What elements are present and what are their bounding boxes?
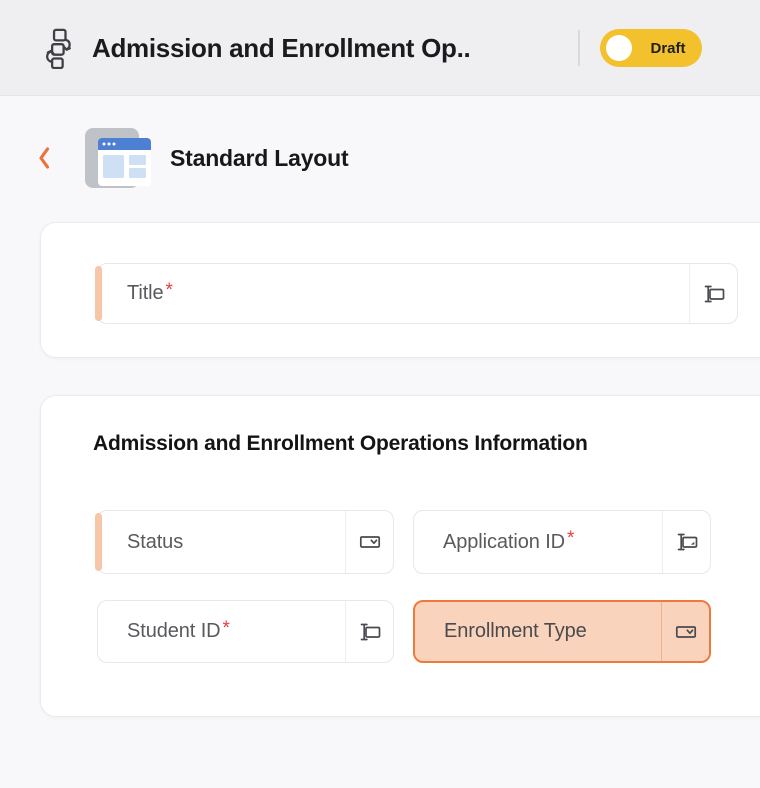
app-header: Admission and Enrollment Op.. Draft: [0, 0, 760, 96]
text-with-badge-icon: [675, 530, 699, 554]
section-heading: Admission and Enrollment Operations Info…: [93, 432, 588, 455]
toggle-knob-icon: [606, 35, 632, 61]
layout-title: Standard Layout: [170, 144, 349, 171]
field-label: Student ID *: [127, 617, 230, 643]
dropdown-icon: [674, 620, 698, 644]
workflow-icon: [34, 27, 76, 69]
draft-status-toggle[interactable]: Draft: [600, 29, 702, 67]
draft-toggle-label: Draft: [650, 39, 686, 57]
back-chevron-icon: [34, 144, 54, 172]
field-accent-bar: [95, 513, 102, 571]
field-status[interactable]: Status: [95, 510, 394, 574]
field-label: Title *: [127, 279, 173, 305]
field-type-iconbox: [662, 511, 710, 573]
dropdown-icon: [358, 530, 382, 554]
field-type-iconbox: [345, 511, 393, 573]
field-student-id[interactable]: Student ID *: [97, 600, 394, 663]
field-type-iconbox: [661, 602, 709, 661]
field-application-id[interactable]: Application ID *: [413, 510, 711, 574]
header-divider: [578, 30, 580, 66]
field-enrollment-type[interactable]: Enrollment Type: [413, 600, 711, 663]
required-asterisk: *: [222, 617, 230, 639]
section-card: Admission and Enrollment Operations Info…: [40, 395, 760, 717]
field-type-iconbox: [345, 601, 393, 662]
field-label: Status: [127, 530, 184, 553]
field-title[interactable]: Title *: [95, 263, 738, 324]
field-accent-bar: [95, 266, 102, 321]
field-type-iconbox: [689, 264, 737, 323]
required-asterisk: *: [567, 528, 575, 549]
single-line-text-icon: [358, 620, 382, 644]
single-line-text-icon: [702, 282, 726, 306]
field-label: Application ID *: [443, 528, 575, 553]
back-button[interactable]: [28, 138, 60, 178]
required-asterisk: *: [165, 279, 173, 301]
field-label: Enrollment Type: [444, 620, 587, 642]
title-card: Title *: [40, 222, 760, 358]
page-title: Admission and Enrollment Op..: [92, 32, 471, 63]
standard-layout-icon: [82, 120, 156, 196]
